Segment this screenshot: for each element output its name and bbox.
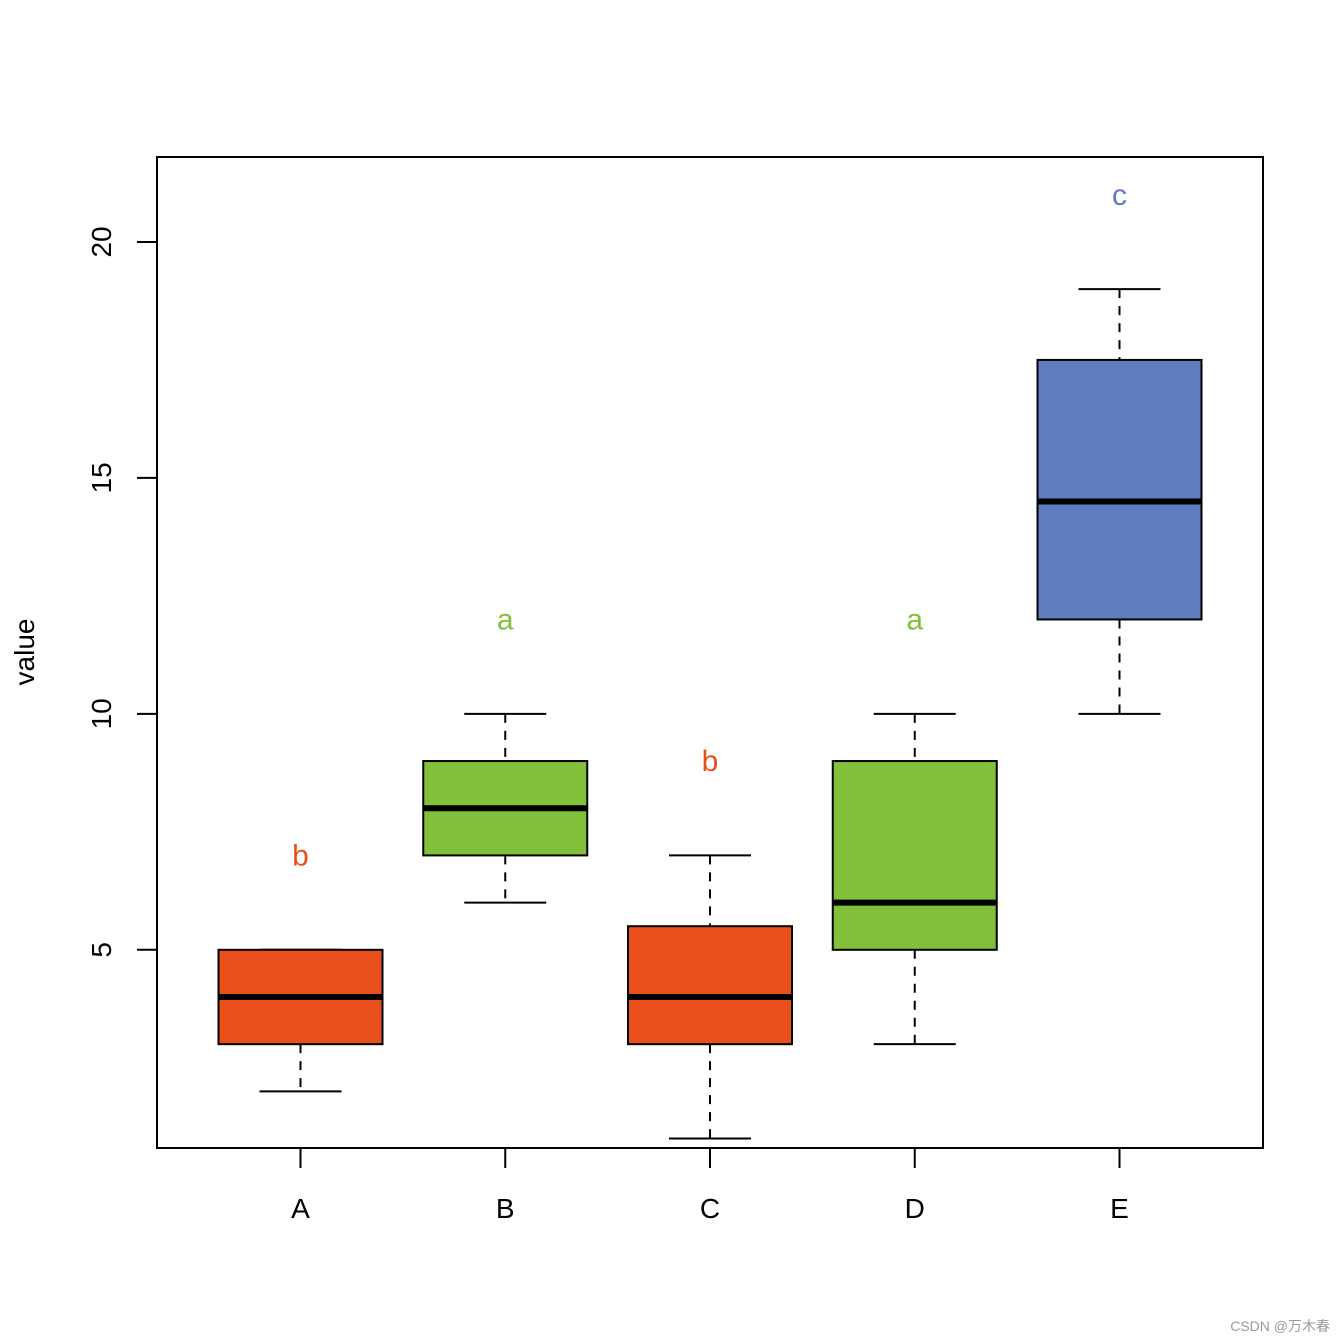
box-E <box>1036 288 1203 715</box>
group-letters: b a b a c <box>292 179 1127 873</box>
y-tick-label-20: 20 <box>86 226 117 257</box>
group-letter-A: b <box>292 839 309 872</box>
iqr-box-D <box>831 760 998 951</box>
x-tick-label-A: A <box>291 1193 310 1224</box>
box-B <box>422 712 589 904</box>
iqr-box-E <box>1036 358 1203 621</box>
x-tick-label-B: B <box>496 1193 515 1224</box>
x-tick-label-C: C <box>700 1193 720 1224</box>
boxes <box>217 288 1203 1140</box>
watermark: CSDN @万木春 <box>1230 1318 1330 1334</box>
x-tick-label-D: D <box>905 1193 925 1224</box>
box-C <box>627 854 793 1140</box>
y-axis: 5 10 15 20 <box>86 226 157 958</box>
iqr-box-C <box>627 925 793 1046</box>
y-tick-label-10: 10 <box>86 698 117 729</box>
y-tick-label-15: 15 <box>86 462 117 493</box>
x-axis: A B C D E <box>291 1148 1129 1224</box>
box-D <box>831 712 998 1046</box>
group-letter-D: a <box>906 603 923 636</box>
group-letter-B: a <box>497 603 514 636</box>
box-A <box>217 948 384 1093</box>
group-letter-C: b <box>702 745 719 778</box>
x-tick-label-E: E <box>1110 1193 1129 1224</box>
y-axis-label: value <box>9 619 40 686</box>
y-tick-label-5: 5 <box>86 942 117 958</box>
group-letter-E: c <box>1112 179 1127 212</box>
